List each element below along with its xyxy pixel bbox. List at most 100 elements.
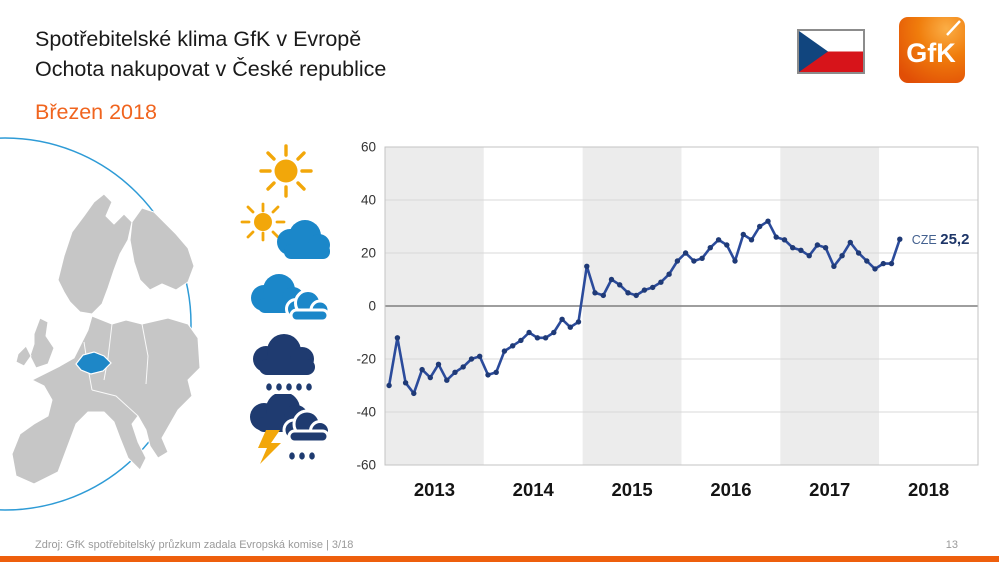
data-point [880, 260, 886, 267]
europe-landmass [11, 193, 201, 485]
data-point [468, 356, 475, 362]
data-point [633, 292, 639, 299]
page-number: 13 [945, 539, 958, 551]
sun-behind-cloud-icon [238, 202, 338, 264]
bottom-accent-bar [0, 556, 999, 562]
data-point [411, 390, 417, 397]
thunderstorm-rain-icon [236, 394, 336, 464]
map-circle [0, 137, 192, 511]
data-point [394, 335, 401, 341]
data-point [559, 316, 565, 322]
data-point [650, 284, 656, 291]
data-point [822, 245, 829, 251]
rain-cloud-icon [244, 334, 330, 396]
data-point [567, 324, 573, 330]
page-title-line1: Spotřebitelské klima GfK v Evropě [35, 27, 362, 51]
data-point [460, 364, 466, 370]
data-point [674, 258, 681, 264]
data-point [897, 236, 903, 242]
page-title: Spotřebitelské klima GfK v Evropě Ochota… [35, 24, 386, 84]
x-year-label: 2018 [908, 479, 949, 500]
czechia-shape [75, 351, 112, 375]
data-point [419, 366, 425, 373]
y-tick-label: -20 [356, 352, 376, 367]
x-year-label: 2013 [414, 479, 455, 500]
czech-flag-svg [799, 31, 863, 72]
x-year-label: 2015 [612, 479, 653, 500]
europe-map [0, 128, 212, 532]
logo-slash [946, 20, 961, 36]
data-point [493, 369, 499, 375]
data-point [485, 372, 491, 378]
data-point [452, 369, 458, 375]
data-point [658, 279, 664, 285]
weather-scale [236, 136, 340, 466]
data-point [518, 337, 524, 344]
data-point [872, 266, 878, 272]
data-point [592, 290, 598, 296]
data-point [790, 245, 796, 251]
data-point [757, 223, 763, 230]
data-point [888, 260, 895, 267]
data-point [715, 237, 722, 243]
data-point [551, 329, 557, 336]
y-tick-label: 0 [368, 299, 376, 314]
data-point [724, 242, 730, 248]
plot-border [384, 146, 979, 466]
czech-flag-icon [797, 29, 865, 74]
data-point [781, 237, 788, 243]
data-point [501, 348, 508, 354]
data-point [526, 329, 532, 336]
series-end-label-value: 25,2 [940, 231, 969, 248]
logo-text: GfK [906, 38, 956, 68]
y-tick-label: 20 [361, 246, 376, 261]
y-tick-label: 60 [361, 140, 376, 155]
data-point [444, 377, 450, 383]
data-point [847, 239, 853, 246]
clouds-icon [240, 274, 334, 326]
data-point [839, 253, 845, 259]
data-point [435, 361, 442, 367]
sun-icon [254, 142, 318, 200]
data-point [773, 234, 779, 240]
data-point [699, 255, 705, 261]
y-tick-label: -60 [356, 458, 376, 473]
data-point [732, 258, 738, 264]
data-point [584, 263, 590, 269]
data-point [806, 253, 812, 259]
data-point [831, 263, 837, 269]
data-point [798, 247, 804, 253]
data-point [625, 290, 631, 296]
data-point [748, 237, 755, 243]
series-end-label: CZE 25,2 [912, 231, 970, 248]
data-point [666, 271, 672, 277]
data-point [814, 242, 821, 248]
series-end-label-prefix: CZE [912, 233, 940, 247]
data-point [542, 335, 549, 341]
data-point [707, 245, 713, 251]
data-point [641, 287, 648, 293]
y-tick-label: -40 [356, 405, 376, 420]
data-point [477, 353, 483, 359]
x-year-label: 2016 [710, 479, 751, 500]
data-point [740, 231, 746, 238]
data-point [855, 250, 862, 256]
data-point [427, 374, 433, 381]
y-tick-label: 40 [361, 193, 376, 208]
data-point [575, 319, 582, 325]
page-title-line2: Ochota nakupovat v České republice [35, 57, 387, 81]
data-point [864, 258, 870, 264]
date-label: Březen 2018 [35, 100, 157, 124]
data-point [682, 250, 689, 256]
data-point [534, 335, 541, 341]
data-point [402, 380, 409, 386]
chart-svg: 60 40 20 0 -20 -40 -60 2013 2014 2015 2016 2017 2018… [356, 140, 979, 500]
data-point [608, 276, 615, 283]
footer-source: Zdroj: GfK spotřebitelský průzkum zadala… [35, 539, 354, 551]
data-point [765, 218, 771, 224]
x-year-label: 2014 [513, 479, 555, 500]
data-point [617, 282, 623, 288]
gfk-logo: GfK [898, 16, 966, 84]
consumer-climate-chart: 60 40 20 0 -20 -40 -60 2013 2014 2015 2016 2017 2018… [340, 133, 996, 525]
